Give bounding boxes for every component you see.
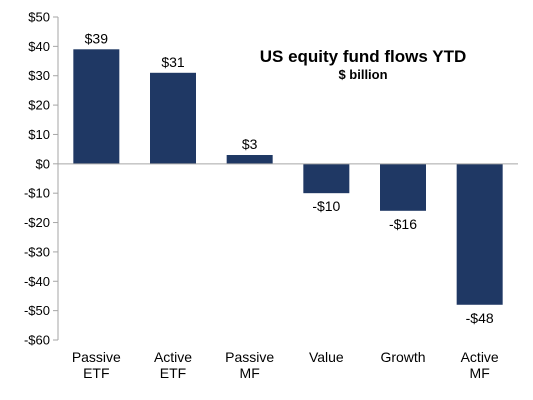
y-tick-label: -$20 (24, 215, 50, 230)
category-label: Active (461, 349, 499, 365)
category-label: Growth (380, 349, 425, 365)
bar (73, 49, 120, 164)
data-label: $3 (242, 136, 258, 152)
data-label: -$10 (312, 198, 340, 214)
category-label: ETF (160, 365, 186, 381)
y-tick-label: $20 (28, 98, 50, 113)
data-label: $31 (161, 54, 185, 70)
category-label: MF (240, 365, 260, 381)
data-labels-layer: $39 $31 $3 -$10 -$16 -$48 (85, 30, 494, 325)
data-label: -$48 (466, 310, 494, 326)
data-label: $39 (85, 30, 109, 46)
chart-subtitle: $ billion (338, 67, 387, 82)
bar (226, 155, 273, 164)
y-tick-label: -$40 (24, 274, 50, 289)
data-label: -$16 (389, 216, 417, 232)
y-tick-label: -$50 (24, 303, 50, 318)
bar (456, 163, 503, 305)
y-tick-label: $50 (28, 10, 50, 25)
y-ticks-layer: $50 $40 $30 $20 $10 $0 -$10 -$20 -$30 -$40 -$50 -$6… (24, 10, 58, 348)
bar (303, 163, 350, 194)
category-label: Passive (225, 349, 274, 365)
y-tick-label: $30 (28, 68, 50, 83)
bar (150, 72, 196, 164)
category-label: Active (154, 349, 192, 365)
category-label: Passive (72, 349, 121, 365)
category-label: ETF (83, 365, 109, 381)
axis-layer (57, 17, 518, 340)
y-tick-label: $0 (36, 156, 50, 171)
y-tick-label: -$10 (24, 186, 50, 201)
bar (380, 163, 426, 211)
y-tick-label: -$30 (24, 244, 50, 259)
category-label: MF (470, 365, 490, 381)
bars-layer (73, 49, 503, 305)
category-label: Value (309, 349, 344, 365)
y-tick-label: -$60 (24, 333, 50, 348)
y-tick-label: $40 (28, 39, 50, 54)
y-tick-label: $10 (28, 127, 50, 142)
chart-title: US equity fund flows YTD (260, 47, 467, 66)
